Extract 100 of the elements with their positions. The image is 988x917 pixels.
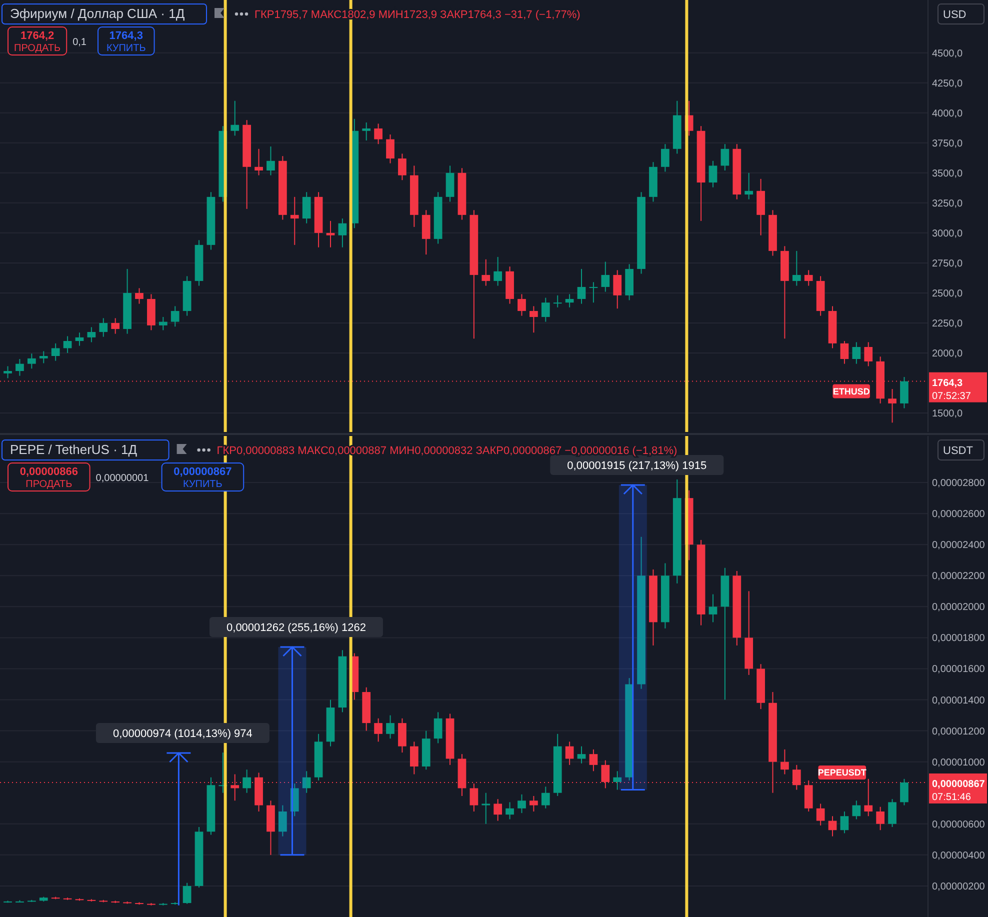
candlestick [326, 220, 335, 248]
candlestick [99, 318, 108, 338]
candlestick [374, 123, 382, 145]
candlestick [266, 146, 275, 176]
y-tick-label: 0,00000400 [932, 850, 986, 862]
annotation: 0,00001262 (255,16%) 1262 [226, 622, 366, 634]
candlestick [577, 746, 586, 764]
y-tick-label: 3000,0 [932, 228, 964, 240]
candlestick [182, 882, 192, 904]
candlestick [362, 122, 371, 141]
candlestick [840, 810, 849, 834]
annotation: 0,00000866 [20, 466, 78, 478]
annotation: ПРОДАТЬ [26, 479, 73, 490]
candlestick [828, 816, 837, 837]
candlestick [470, 783, 478, 812]
candlestick [434, 712, 442, 744]
candlestick [601, 261, 610, 292]
y-tick-label: 1500,0 [932, 408, 964, 420]
annotation: 0,1 [72, 37, 87, 48]
candlestick [242, 769, 252, 794]
candlestick [589, 748, 598, 772]
candlestick [708, 160, 718, 188]
ref-line-label: 0,00000867 [932, 778, 986, 790]
text: 07:52:37 [932, 390, 972, 402]
candlestick [888, 388, 896, 424]
candlestick [494, 256, 502, 286]
candlestick [39, 350, 48, 364]
candlestick [63, 336, 72, 354]
candlestick [254, 148, 263, 176]
candlestick [565, 294, 574, 308]
annotation: 0,00000867 [174, 466, 232, 478]
candlestick [87, 326, 96, 343]
candlestick [111, 318, 120, 334]
candlestick [338, 218, 347, 248]
y-tick-label: 0,00001000 [932, 757, 986, 768]
y-tick-label: 0,00002800 [932, 478, 986, 490]
y-tick-label: 0,00002600 [932, 509, 986, 520]
y-tick-label: 0,00000600 [932, 819, 986, 830]
candlestick [494, 798, 502, 822]
candlestick [804, 780, 813, 812]
y-tick-label: 0,00000200 [932, 881, 986, 892]
candlestick [374, 718, 382, 742]
candlestick [541, 786, 550, 809]
candlestick [577, 268, 586, 304]
candlestick [780, 748, 789, 775]
y-tick-label: 0,00001600 [932, 664, 986, 676]
candlestick [4, 366, 12, 379]
candlestick [27, 353, 36, 370]
candlestick [410, 741, 418, 775]
candlestick [386, 134, 394, 164]
y-tick-label: 0,00001400 [932, 695, 986, 706]
candlestick [720, 144, 730, 171]
candlestick [852, 800, 861, 820]
text: 07:51:46 [932, 792, 972, 803]
candlestick [75, 332, 84, 346]
candlestick [302, 192, 311, 224]
text: USDT [943, 445, 974, 457]
y-tick-label: 3500,0 [932, 168, 964, 180]
candlestick [876, 806, 885, 831]
candlestick [613, 270, 622, 310]
text: Эфириум / Доллар США · 1Д [10, 6, 185, 21]
candlestick [613, 770, 622, 790]
candlestick [816, 803, 825, 826]
candlestick [708, 594, 718, 623]
annotation: КУПИТЬ [183, 479, 223, 490]
y-tick-label: 0,00002200 [932, 571, 986, 582]
candlestick [386, 714, 394, 740]
y-tick-label: 0,00001200 [932, 726, 986, 738]
annotation: ПРОДАТЬ [14, 43, 61, 54]
annotation: 0,00000974 (1014,13%) 974 [112, 728, 252, 740]
y-tick-label: 4500,0 [932, 48, 964, 60]
candlestick [170, 306, 180, 328]
candlestick [553, 294, 562, 308]
y-tick-label: 2750,0 [932, 258, 964, 270]
candlestick [744, 172, 754, 200]
candlestick [398, 153, 406, 181]
text: PEPE / TetherUS · 1Д [10, 442, 138, 457]
annotation: ETHUSD [832, 386, 870, 396]
candlestick [541, 297, 550, 322]
annotation: 1764,2 [20, 30, 54, 42]
y-tick-label: 0,00002000 [932, 602, 986, 614]
candlestick [852, 342, 861, 364]
y-tick-label: 3250,0 [932, 198, 964, 210]
annotation: 1764,3 [109, 30, 143, 42]
candlestick [900, 376, 908, 409]
candlestick [589, 282, 598, 304]
candlestick [230, 100, 240, 136]
candlestick [482, 792, 490, 824]
annotation: 0,00000001 [96, 473, 150, 484]
candlestick [792, 250, 801, 286]
candlestick [864, 342, 873, 367]
y-tick-label: 3750,0 [932, 138, 964, 150]
y-tick-label: 2500,0 [932, 288, 964, 300]
candlestick [840, 340, 849, 364]
candlestick [518, 794, 526, 814]
candlestick [888, 798, 896, 828]
candlestick [530, 795, 538, 812]
candlestick [660, 144, 670, 172]
candlestick [565, 741, 574, 766]
candlestick [278, 804, 287, 837]
